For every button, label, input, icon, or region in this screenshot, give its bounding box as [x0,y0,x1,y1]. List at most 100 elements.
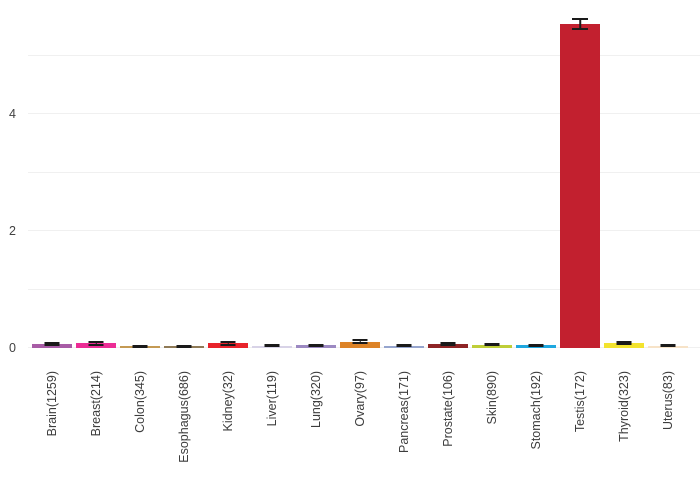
error-bar [88,341,104,346]
x-label-cell: Stomach(192) [514,371,558,450]
error-bar [264,344,280,348]
bar-group-esophagus [162,0,206,348]
bar-group-brain [30,0,74,348]
x-tick-label: Esophagus(686) [177,371,191,463]
bar-group-thyroid [602,0,646,348]
bar-group-skin [470,0,514,348]
error-bar [440,341,456,347]
x-tick-label: Breast(214) [89,371,103,437]
error-bar [352,339,368,344]
bar-group-colon [118,0,162,348]
error-bar [484,342,500,347]
error-bar [528,343,544,347]
error-bar-stem [579,19,581,29]
error-bar-cap [572,27,588,30]
bar [76,343,116,348]
error-bar-stem [359,340,361,343]
bar-group-pancreas [382,0,426,348]
bar [340,341,380,348]
gridline-y2 [28,230,700,231]
x-tick-label: Stomach(192) [529,371,543,450]
x-label-cell: Ovary(97) [338,371,382,427]
error-bar [396,344,412,348]
x-label-cell: Lung(320) [294,371,338,428]
gridline-y1 [28,288,700,290]
error-bar-stem [227,341,229,346]
error-bar-stem [271,345,273,347]
bar [560,23,600,348]
bar-group-uterus [646,0,690,348]
error-bar-cap [264,345,280,348]
error-bar-stem [491,343,493,346]
x-tick-label: Colon(345) [133,371,147,433]
error-bar-stem [403,345,405,347]
x-tick-label: Lung(320) [309,371,323,428]
x-label-cell: Thyroid(323) [602,371,646,442]
x-tick-label: Prostate(106) [441,371,455,447]
x-label-cell: Esophagus(686) [162,371,206,463]
x-label-cell: Kidney(32) [206,371,250,431]
gridline-y5 [28,54,700,56]
gridline-y4 [28,113,700,114]
error-bar-cap [132,345,148,348]
x-label-cell: Testis(172) [558,371,602,432]
x-label-cell: Breast(214) [74,371,118,436]
error-bar-cap [308,344,324,347]
error-bar-stem [535,344,537,346]
error-bar-stem [183,345,185,347]
error-bar-stem [51,342,53,346]
x-label-cell: Brain(1259) [30,371,74,436]
error-bar [220,340,236,347]
bar [472,344,512,348]
x-tick-label: Brain(1259) [45,371,59,437]
error-bar-stem [447,342,449,346]
error-bar-cap [44,344,60,347]
bar-group-breast [74,0,118,348]
x-tick-label: Uterus(83) [661,371,675,431]
error-bar [572,18,588,30]
error-bar-cap [528,344,544,347]
y-tick-label: 2 [9,224,16,238]
x-label-cell: Prostate(106) [426,371,470,447]
error-bar-stem [95,342,97,345]
y-tick-label: 0 [9,341,16,355]
error-bar-cap [88,343,104,346]
bar-group-kidney [206,0,250,348]
error-bar-cap [352,341,368,344]
bar-group-lung [294,0,338,348]
error-bar-cap [220,344,236,347]
error-bar [308,343,324,347]
error-bar-stem [667,345,669,347]
error-bar-cap [440,344,456,347]
error-bar-stem [623,341,625,344]
x-label-cell: Uterus(83) [646,371,690,430]
error-bar-stem [139,345,141,347]
error-bar [660,344,676,348]
x-tick-label: Liver(119) [265,371,279,427]
x-tick-label: Ovary(97) [353,371,367,427]
error-bar [176,344,192,348]
bar-group-liver [250,0,294,348]
error-bar-cap [616,342,632,345]
x-axis-labels: Brain(1259) Breast(214) Colon(345) Esophagu… [30,371,690,463]
x-label-cell: Skin(890) [470,371,514,425]
x-tick-label: Testis(172) [573,371,587,433]
x-tick-label: Thyroid(323) [617,371,631,442]
error-bar-cap [176,345,192,348]
error-bar [44,341,60,347]
error-bar [616,340,632,345]
bar-group-stomach [514,0,558,348]
error-bar-cap [396,345,412,348]
bar-group-ovary [338,0,382,348]
bar [604,342,644,348]
bar-group-testis [558,0,602,348]
x-label-cell: Liver(119) [250,371,294,426]
error-bar [132,344,148,348]
error-bar-stem [315,344,317,346]
bars-container [30,0,690,348]
x-tick-label: Pancreas(171) [397,371,411,453]
y-tick-label: 4 [9,107,16,121]
x-label-cell: Pancreas(171) [382,371,426,453]
error-bar-cap [484,344,500,347]
